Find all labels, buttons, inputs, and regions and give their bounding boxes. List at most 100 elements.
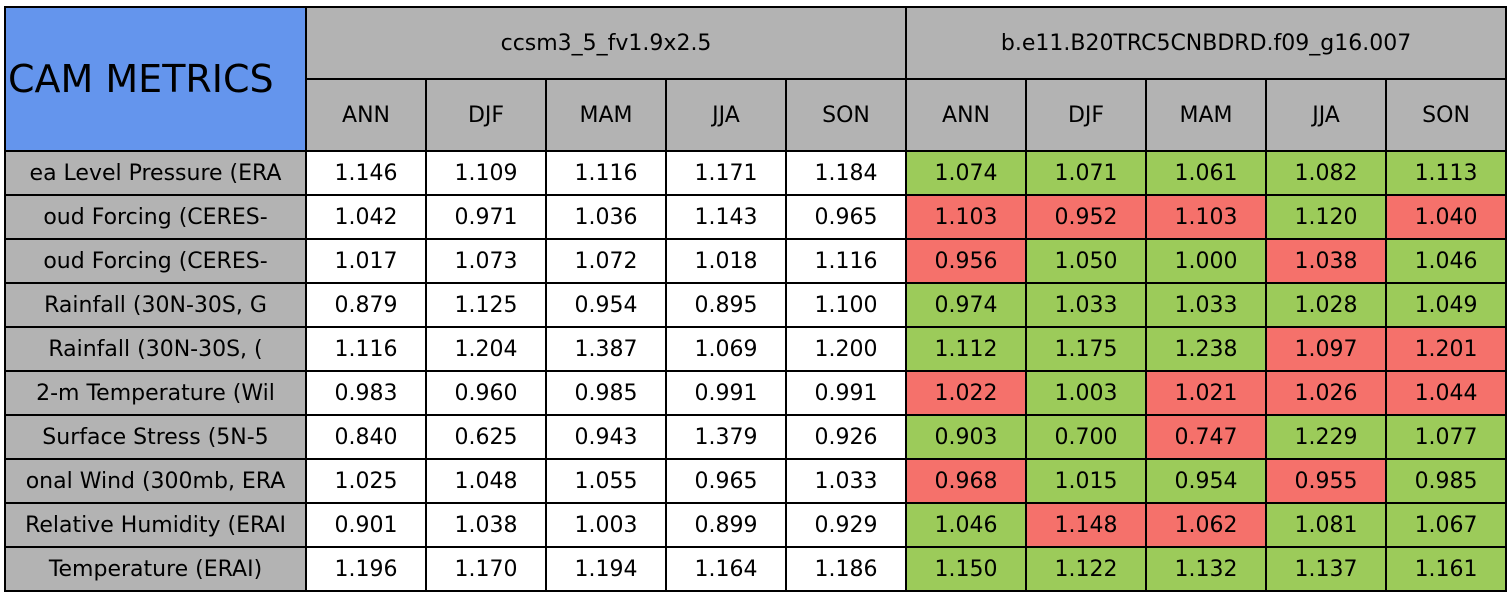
value-cell: 0.625 xyxy=(425,414,547,460)
value-cell: 0.954 xyxy=(1145,458,1268,504)
table-body: ea Level Pressure (ERA 1.146 1.109 1.116 1.1… xyxy=(4,150,1508,592)
value-cell: 1.000 xyxy=(1145,238,1268,284)
value-cell: 1.132 xyxy=(1145,546,1268,592)
value-cell: 1.387 xyxy=(545,326,667,372)
row-label-text: 2-m Temperature (Wil xyxy=(36,380,275,406)
row-label-text: oud Forcing (CERES- xyxy=(43,204,268,230)
value-cell: 1.194 xyxy=(545,546,667,592)
value-cell: 1.186 xyxy=(784,546,908,592)
value-cell: 1.050 xyxy=(1025,238,1148,284)
value-cell: 1.074 xyxy=(905,150,1028,196)
row-label-text: Relative Humidity (ERAI xyxy=(25,512,286,538)
season-header: DJF xyxy=(1025,78,1148,152)
table-row: oud Forcing (CERES- 1.017 1.073 1.072 1.018 1… xyxy=(4,238,1508,284)
value-cell: 1.044 xyxy=(1385,370,1508,416)
value-cell: 0.983 xyxy=(305,370,427,416)
value-cell: 0.955 xyxy=(1265,458,1388,504)
table-row: oud Forcing (CERES- 1.042 0.971 1.036 1.143 0… xyxy=(4,194,1508,240)
value-cell: 1.097 xyxy=(1265,326,1388,372)
value-cell: 1.036 xyxy=(545,194,667,240)
season-header: ANN xyxy=(905,78,1028,152)
value-cell: 1.082 xyxy=(1265,150,1388,196)
table-row: ea Level Pressure (ERA 1.146 1.109 1.116 1.1… xyxy=(4,150,1508,196)
value-cell: 0.965 xyxy=(665,458,787,504)
value-cell: 0.903 xyxy=(905,414,1028,460)
value-cell: 1.042 xyxy=(305,194,427,240)
value-cell: 0.879 xyxy=(305,282,427,328)
value-cell: 1.061 xyxy=(1145,150,1268,196)
value-cell: 0.974 xyxy=(905,282,1028,328)
value-cell: 1.017 xyxy=(305,238,427,284)
value-cell: 1.200 xyxy=(784,326,908,372)
value-cell: 1.049 xyxy=(1385,282,1508,328)
row-label: Temperature (ERAI) xyxy=(4,546,307,592)
row-label-text: ea Level Pressure (ERA xyxy=(29,160,282,186)
value-cell: 1.073 xyxy=(425,238,547,284)
row-label-text: Rainfall (30N-30S, G xyxy=(44,292,267,318)
value-cell: 1.201 xyxy=(1385,326,1508,372)
value-cell: 0.929 xyxy=(784,502,908,548)
table-row: Relative Humidity (ERAI 0.901 1.038 1.003 0.… xyxy=(4,502,1508,548)
value-cell: 0.991 xyxy=(784,370,908,416)
row-label: ea Level Pressure (ERA xyxy=(4,150,307,196)
season-header: MAM xyxy=(545,78,667,152)
row-label-text: Surface Stress (5N-5 xyxy=(42,424,269,450)
value-cell: 1.069 xyxy=(665,326,787,372)
value-cell: 1.171 xyxy=(665,150,787,196)
value-cell: 1.046 xyxy=(1385,238,1508,284)
row-label: Relative Humidity (ERAI xyxy=(4,502,307,548)
metrics-table: CAM METRICS ccsm3_5_fv1.9x2.5 b.e11.B20TR… xyxy=(4,6,1508,592)
value-cell: 1.170 xyxy=(425,546,547,592)
row-label-text: Temperature (ERAI) xyxy=(48,556,263,582)
value-cell: 0.899 xyxy=(665,502,787,548)
value-cell: 1.120 xyxy=(1265,194,1388,240)
value-cell: 1.072 xyxy=(545,238,667,284)
row-label-text: oud Forcing (CERES- xyxy=(43,248,268,274)
value-cell: 1.196 xyxy=(305,546,427,592)
value-cell: 1.143 xyxy=(665,194,787,240)
value-cell: 1.137 xyxy=(1265,546,1388,592)
value-cell: 1.028 xyxy=(1265,282,1388,328)
row-label: onal Wind (300mb, ERA xyxy=(4,458,307,504)
value-cell: 1.109 xyxy=(425,150,547,196)
season-header: MAM xyxy=(1145,78,1268,152)
value-cell: 1.125 xyxy=(425,282,547,328)
value-cell: 1.021 xyxy=(1145,370,1268,416)
value-cell: 1.026 xyxy=(1265,370,1388,416)
season-header: SON xyxy=(1385,78,1508,152)
season-header: DJF xyxy=(425,78,547,152)
group-header: b.e11.B20TRC5CNBDRD.f09_g16.007 xyxy=(905,6,1508,80)
value-cell: 1.161 xyxy=(1385,546,1508,592)
season-header: SON xyxy=(784,78,908,152)
table-row: Rainfall (30N-30S, G 0.879 1.125 0.954 0.895… xyxy=(4,282,1508,328)
value-cell: 0.985 xyxy=(1385,458,1508,504)
value-cell: 1.112 xyxy=(905,326,1028,372)
value-cell: 0.901 xyxy=(305,502,427,548)
value-cell: 1.116 xyxy=(545,150,667,196)
row-label: 2-m Temperature (Wil xyxy=(4,370,307,416)
value-cell: 1.103 xyxy=(1145,194,1268,240)
value-cell: 1.184 xyxy=(784,150,908,196)
value-cell: 0.985 xyxy=(545,370,667,416)
value-cell: 0.952 xyxy=(1025,194,1148,240)
value-cell: 0.943 xyxy=(545,414,667,460)
value-cell: 1.040 xyxy=(1385,194,1508,240)
value-cell: 1.116 xyxy=(784,238,908,284)
value-cell: 1.122 xyxy=(1025,546,1148,592)
value-cell: 1.003 xyxy=(1025,370,1148,416)
value-cell: 0.968 xyxy=(905,458,1028,504)
value-cell: 1.022 xyxy=(905,370,1028,416)
table-title: CAM METRICS xyxy=(4,6,307,152)
value-cell: 1.071 xyxy=(1025,150,1148,196)
season-header: JJA xyxy=(1265,78,1388,152)
row-label-text: onal Wind (300mb, ERA xyxy=(25,468,286,494)
row-label: Rainfall (30N-30S, ( xyxy=(4,326,307,372)
value-cell: 1.062 xyxy=(1145,502,1268,548)
value-cell: 1.018 xyxy=(665,238,787,284)
value-cell: 1.164 xyxy=(665,546,787,592)
group-header: ccsm3_5_fv1.9x2.5 xyxy=(304,6,908,80)
value-cell: 1.113 xyxy=(1385,150,1508,196)
value-cell: 1.038 xyxy=(425,502,547,548)
header-row: CAM METRICS ccsm3_5_fv1.9x2.5 b.e11.B20TR… xyxy=(4,6,1508,152)
value-cell: 1.038 xyxy=(1265,238,1388,284)
